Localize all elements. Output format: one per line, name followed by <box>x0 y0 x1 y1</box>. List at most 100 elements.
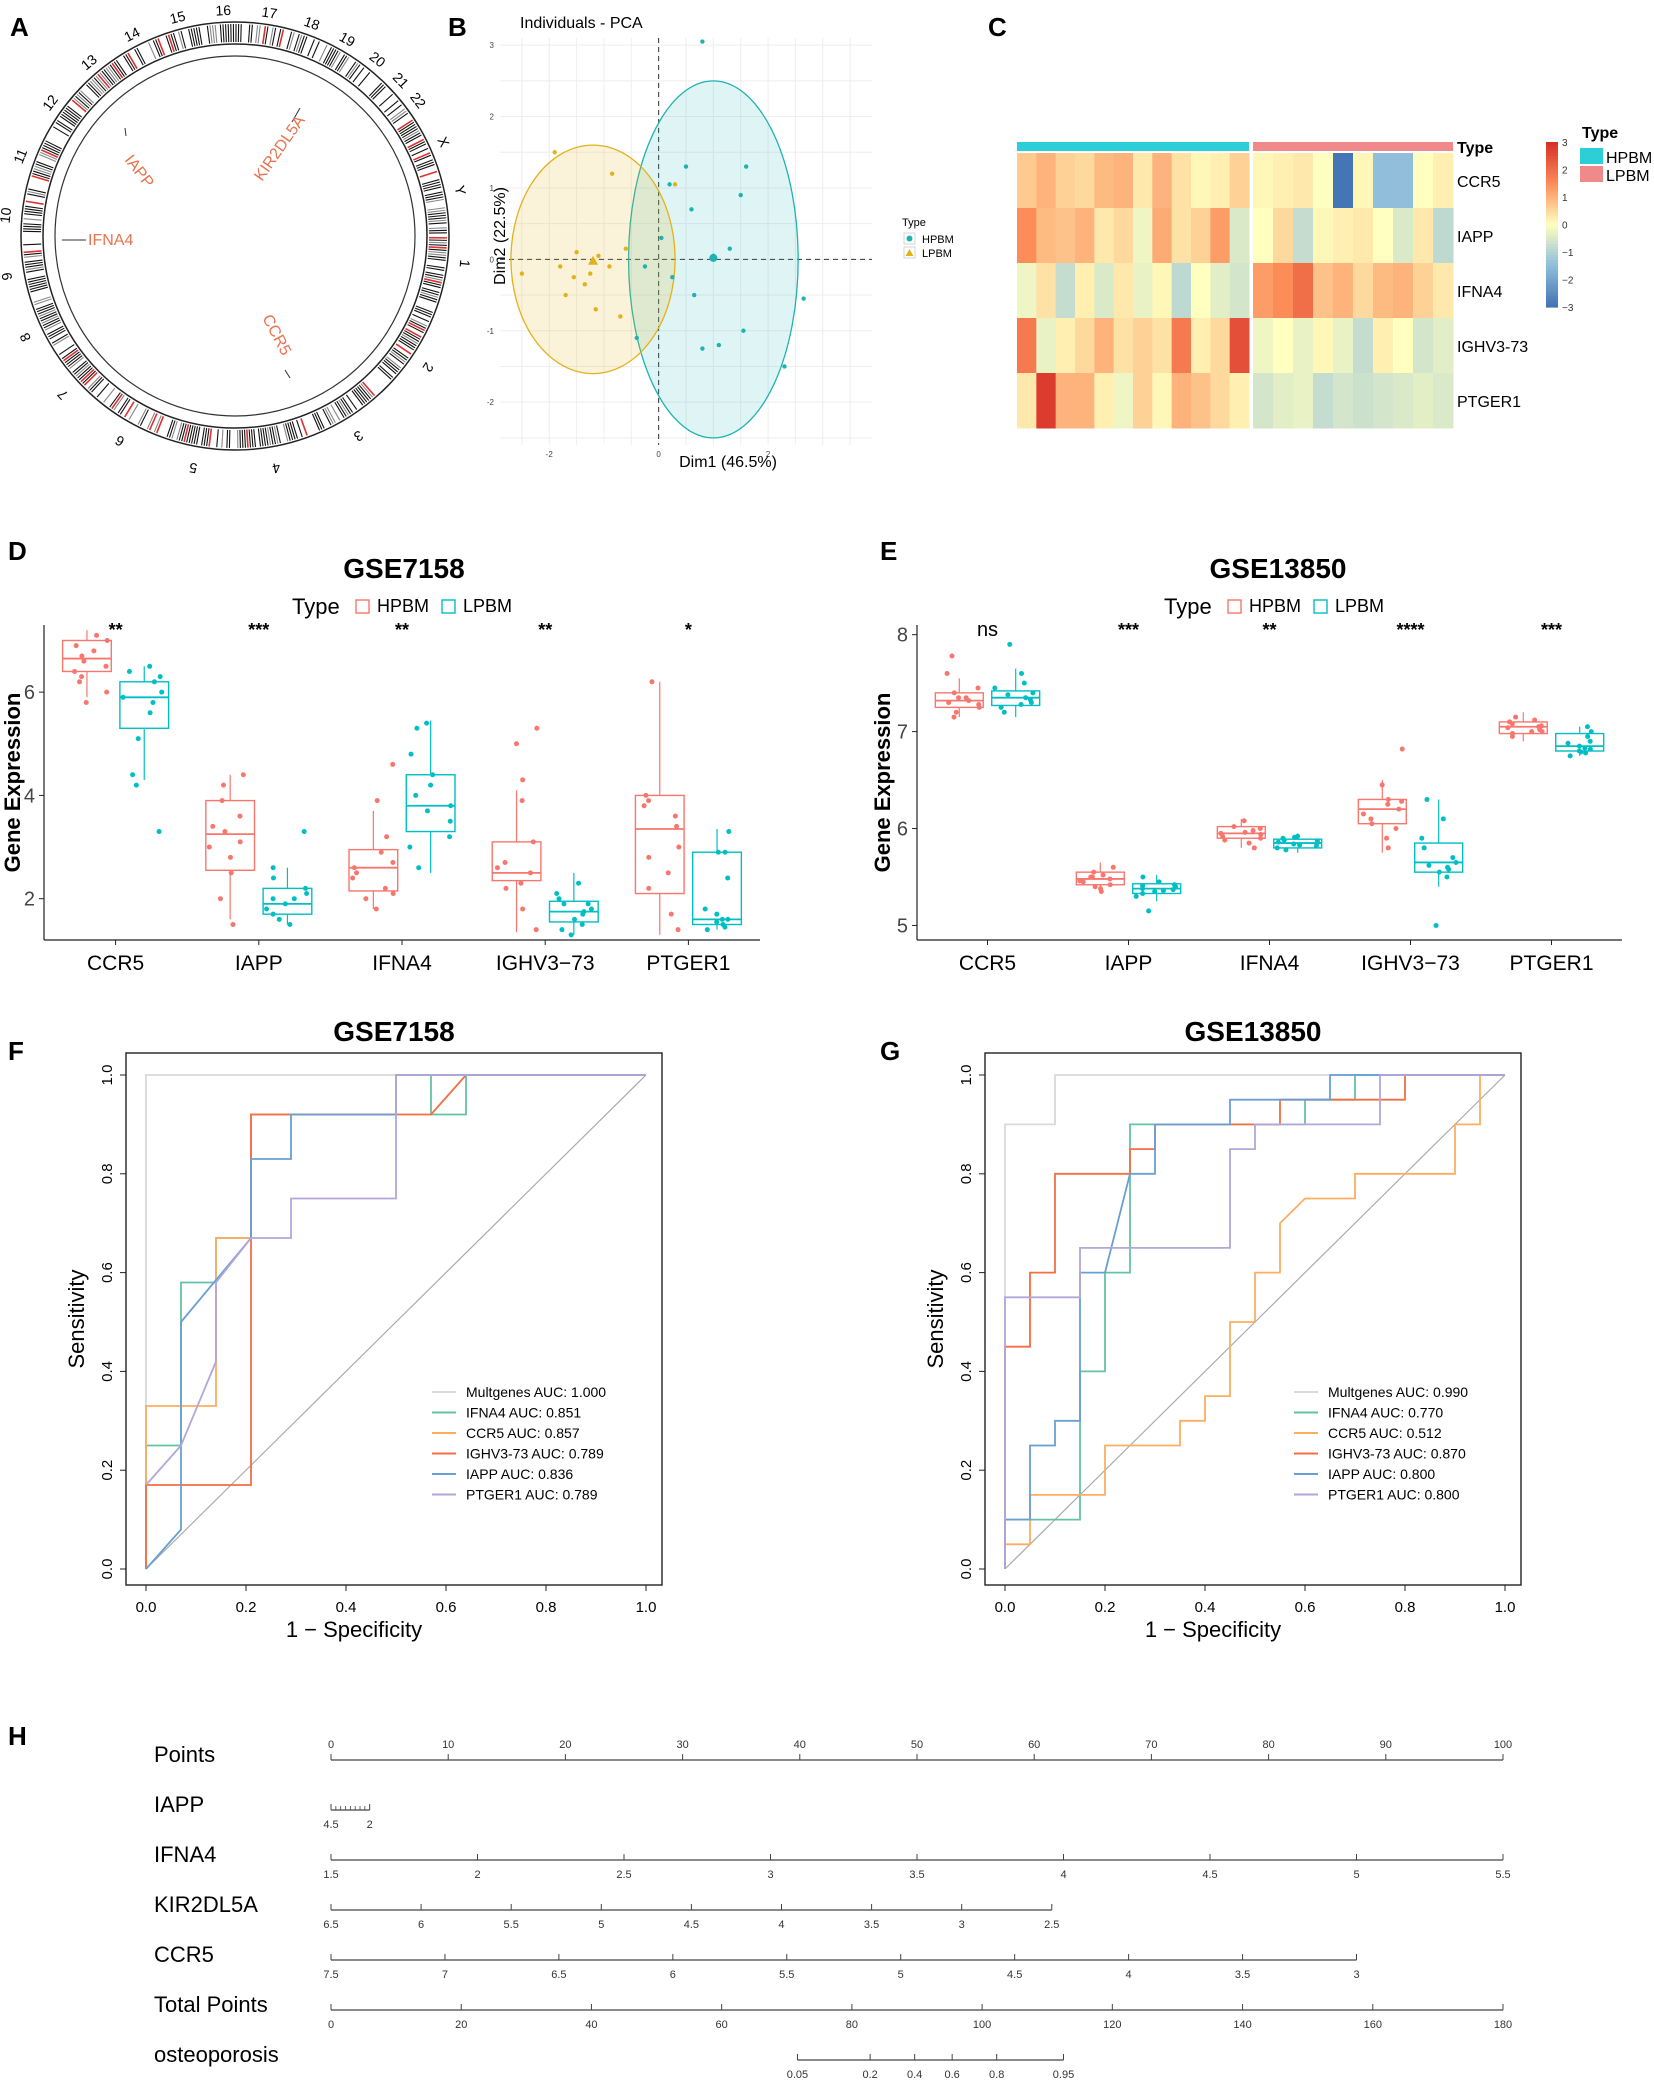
boxplot-point <box>586 901 591 906</box>
nomogram-tick-label: 0 <box>328 2019 334 2031</box>
boxplot-point <box>79 674 84 679</box>
boxplot-point <box>1247 841 1252 846</box>
circos-band <box>23 224 41 225</box>
panel-label-h: H <box>8 1721 27 1751</box>
circos-chromosome-label: 8 <box>16 330 34 344</box>
boxplot-point <box>1529 729 1534 734</box>
nomogram-row-label: Total Points <box>154 1992 268 2017</box>
boxplot-point <box>103 664 108 669</box>
heatmap-cell <box>1393 373 1414 429</box>
nomogram-tick-label: 60 <box>716 2019 728 2031</box>
boxplot-point <box>1005 692 1010 697</box>
roc-x-tick-label: 0.2 <box>236 1599 257 1616</box>
pca-point-lpbm <box>607 264 611 268</box>
circos-band <box>428 258 446 260</box>
circos-band <box>258 26 260 44</box>
boxplot-point <box>569 932 574 937</box>
pca-point-hpbm <box>692 293 696 297</box>
heatmap-cell <box>1172 208 1192 264</box>
heatmap-cell <box>1075 318 1095 374</box>
pca-x-tick: 0 <box>656 450 661 459</box>
boxplot-point <box>384 834 389 839</box>
boxplot-point <box>1077 878 1082 883</box>
nomogram-tick-label: 0.8 <box>989 2069 1004 2079</box>
boxplot-point <box>518 881 523 886</box>
boxplot-point <box>723 850 728 855</box>
boxplot-point <box>1283 847 1288 852</box>
nomogram-tick-label: 6 <box>670 1969 676 1981</box>
circos-band <box>70 357 84 368</box>
roc-y-tick-label: 0.6 <box>99 1262 116 1283</box>
circos-chromosome-label: 3 <box>351 427 366 445</box>
boxplot-point <box>77 679 82 684</box>
boxplot-point <box>1297 843 1302 848</box>
circos-band <box>173 33 178 50</box>
boxplot-point <box>1393 826 1398 831</box>
heatmap-legend-label-lpbm: LPBM <box>1606 168 1650 185</box>
boxplot-point <box>1532 717 1537 722</box>
heatmap-cell <box>1191 208 1211 264</box>
nomogram-tick-label: 100 <box>1494 1739 1512 1751</box>
heatmap-cell <box>1373 153 1394 209</box>
boxplot-point <box>374 907 379 912</box>
heatmap-scale-tick: −1 <box>1562 248 1574 259</box>
circos-band <box>76 96 90 108</box>
circos-band <box>210 25 212 43</box>
boxplot-point <box>1258 826 1263 831</box>
heatmap-cell <box>1433 318 1454 374</box>
boxplot-point <box>1088 875 1093 880</box>
boxplot-point <box>130 772 135 777</box>
heatmap-cell <box>1133 208 1153 264</box>
gene-label-kir2dl5a: KIR2DL5A <box>251 112 308 184</box>
boxplot-box <box>492 842 541 881</box>
circos-band <box>371 85 384 98</box>
heatmap-cell <box>1273 153 1294 209</box>
boxplot-point <box>1022 681 1027 686</box>
heatmap-cell <box>1036 263 1056 319</box>
roc-x-tick-label: 0.4 <box>336 1599 357 1616</box>
boxplot-point <box>1161 888 1166 893</box>
boxplot-box <box>349 850 398 891</box>
roc-legend-label: IAPP AUC: 0.800 <box>1328 1466 1435 1482</box>
heatmap-cell <box>1333 373 1354 429</box>
circos-band <box>81 369 94 381</box>
heatmap-cell <box>1191 263 1211 319</box>
boxplot-point <box>271 912 276 917</box>
nomogram-tick-label: 40 <box>794 1739 806 1751</box>
circos-band <box>379 365 392 377</box>
nomogram-tick-label: 140 <box>1233 2019 1251 2031</box>
boxplot-point <box>74 643 79 648</box>
boxplot-point <box>1426 863 1431 868</box>
boxplot-category-label: PTGER1 <box>1509 952 1593 975</box>
circos-band <box>308 39 315 56</box>
circos-band <box>68 356 82 367</box>
boxplot-point <box>531 839 536 844</box>
heatmap-cell <box>1056 318 1076 374</box>
roc-x-tick-label: 0.8 <box>1395 1599 1416 1616</box>
boxplot-point <box>642 803 647 808</box>
pca-point-hpbm <box>739 193 743 197</box>
roc-frame <box>985 1053 1521 1585</box>
circos-band <box>220 25 221 43</box>
heatmap-cell <box>1293 318 1314 374</box>
circos-band <box>228 24 229 42</box>
boxplot-point <box>354 870 359 875</box>
pca-point-lpbm <box>558 264 562 268</box>
boxplot-point <box>1513 715 1518 720</box>
boxplot-significance: *** <box>1541 620 1562 640</box>
pca-legend-title: Type <box>902 217 926 229</box>
circos-chromosome-label: 6 <box>112 432 127 450</box>
circos-band <box>77 94 90 106</box>
circos-band <box>64 350 79 361</box>
roc-y-label: Sensitivity <box>923 1269 948 1368</box>
nomogram-row-label: IFNA4 <box>154 1842 216 1867</box>
roc-x-tick-label: 1.0 <box>1495 1599 1516 1616</box>
circos-chromosome-label: 19 <box>337 28 359 50</box>
heatmap-cell <box>1353 263 1374 319</box>
heatmap-cell <box>1094 318 1114 374</box>
boxplot-point <box>148 710 153 715</box>
heatmap-cell <box>1373 263 1394 319</box>
boxplot-point <box>1386 845 1391 850</box>
